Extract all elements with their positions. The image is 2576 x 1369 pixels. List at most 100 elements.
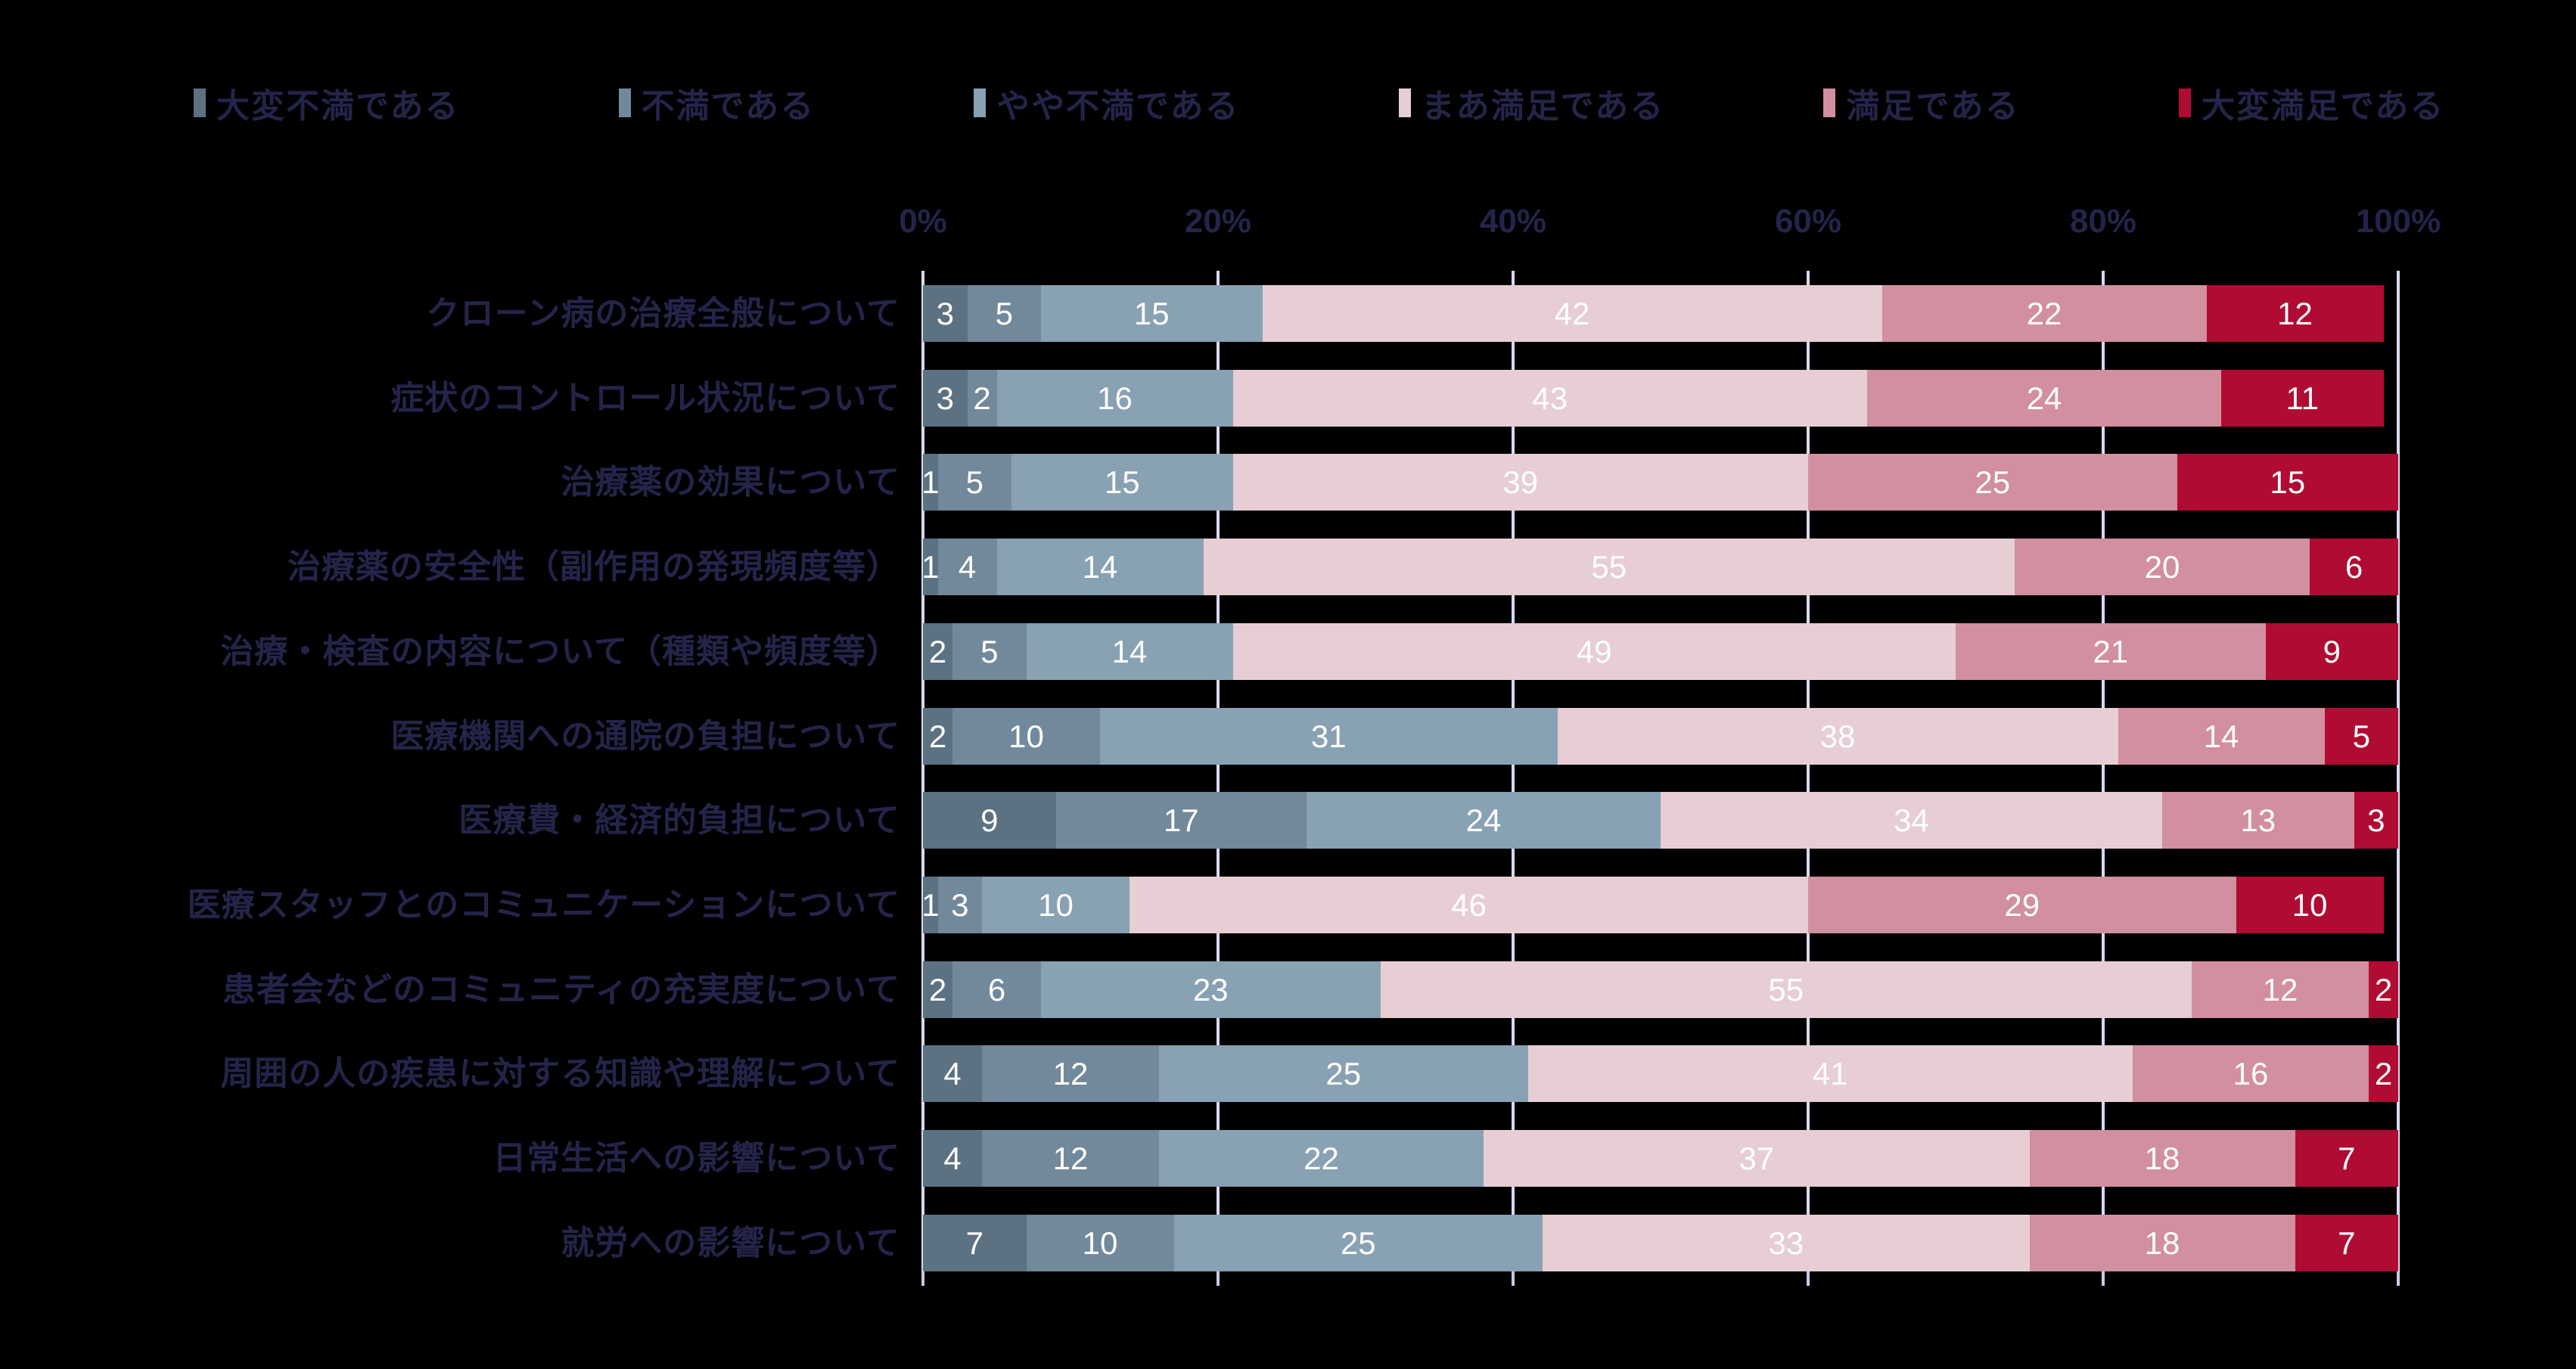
bar-segment: 10 xyxy=(952,707,1100,765)
bar-segment: 10 xyxy=(2236,876,2384,933)
bar-segment: 7 xyxy=(923,1214,1027,1271)
legend-label: やや不満である xyxy=(996,88,1240,125)
x-axis-tick-label: 80% xyxy=(2069,203,2137,240)
bar-segment: 3 xyxy=(2354,792,2398,849)
bar-value-label: 5 xyxy=(980,633,999,669)
x-axis-tick-label: 60% xyxy=(1774,203,1842,240)
bar-value-label: 17 xyxy=(1163,802,1199,839)
bar-segment: 9 xyxy=(923,792,1056,849)
bar-value-label: 10 xyxy=(1082,1225,1118,1261)
bar-value-label: 15 xyxy=(1104,464,1140,501)
bar-value-label: 55 xyxy=(1768,971,1804,1007)
bar-row: 1 5 15 39 25 15 xyxy=(921,454,2398,511)
bar-segment: 1 xyxy=(921,539,940,596)
bar-row: 9 17 24 34 13 3 xyxy=(923,792,2398,849)
gridline xyxy=(2102,271,2105,1272)
bar-segment: 2 xyxy=(923,961,952,1018)
bar-value-label: 12 xyxy=(2262,971,2298,1007)
bar-segment: 55 xyxy=(1203,539,2015,596)
bar-value-label: 15 xyxy=(1133,296,1170,331)
bar-value-label: 33 xyxy=(1768,1225,1804,1261)
bar-segment: 24 xyxy=(1867,369,2221,427)
bar-value-label: 14 xyxy=(1082,549,1118,585)
gridline xyxy=(1807,271,1810,1272)
bar-value-label: 10 xyxy=(2292,886,2328,923)
bar-value-label: 2 xyxy=(2374,971,2393,1007)
bar-value-label: 22 xyxy=(2026,296,2062,331)
bar-value-label: 25 xyxy=(1975,464,2011,501)
bar-value-label: 42 xyxy=(1554,296,1590,331)
bar-value-label: 7 xyxy=(2338,1225,2356,1261)
bar-value-label: 41 xyxy=(1812,1056,1848,1092)
bar-segment: 49 xyxy=(1232,622,1956,680)
bar-segment: 7 xyxy=(2295,1130,2398,1187)
bar-value-label: 24 xyxy=(2026,380,2062,416)
bar-segment: 38 xyxy=(1557,707,2118,765)
bar-segment: 42 xyxy=(1262,285,1882,342)
x-axis-tick-label: 40% xyxy=(1479,203,1547,240)
bar-segment: 3 xyxy=(923,369,968,427)
bar-value-label: 4 xyxy=(943,1141,962,1176)
bar-value-label: 20 xyxy=(2144,549,2180,585)
bar-segment: 6 xyxy=(2310,539,2398,596)
legend-swatch-icon xyxy=(974,88,987,117)
x-axis-tick-label: 20% xyxy=(1184,203,1252,240)
bar-value-label: 7 xyxy=(2338,1141,2356,1176)
bar-value-label: 6 xyxy=(2345,549,2363,585)
bar-segment: 7 xyxy=(2295,1214,2398,1271)
bar-value-label: 55 xyxy=(1591,549,1627,585)
bar-row: 2 6 23 55 12 2 xyxy=(923,961,2398,1018)
bar-segment: 5 xyxy=(952,622,1027,680)
bar-value-label: 12 xyxy=(2277,296,2313,331)
bar-row: 4 12 25 41 16 2 xyxy=(923,1045,2398,1103)
bar-row: 1 4 14 55 20 6 xyxy=(921,539,2398,596)
bar-segment: 37 xyxy=(1484,1130,2030,1187)
bar-value-label: 1 xyxy=(921,886,940,923)
bar-value-label: 12 xyxy=(1052,1056,1089,1092)
bar-value-label: 22 xyxy=(1304,1141,1339,1176)
legend-label: 大変不満である xyxy=(216,88,460,125)
bar-segment: 10 xyxy=(982,876,1130,933)
bar-value-label: 11 xyxy=(2285,380,2320,416)
bar-value-label: 1 xyxy=(921,549,940,585)
bar-segment: 2 xyxy=(923,707,952,765)
bar-value-label: 3 xyxy=(936,296,954,331)
bar-segment: 5 xyxy=(2324,707,2398,765)
axis-tick-mark xyxy=(921,1272,924,1286)
bar-segment: 12 xyxy=(982,1045,1159,1103)
bar-value-label: 31 xyxy=(1310,718,1347,754)
axis-tick-mark xyxy=(1512,1272,1515,1286)
bar-value-label: 2 xyxy=(2374,1056,2393,1092)
bar-value-label: 23 xyxy=(1192,971,1229,1007)
bar-segment: 9 xyxy=(2265,622,2398,680)
category-label: 日常生活への影響について xyxy=(493,1140,900,1177)
category-label: 医療スタッフとのコミュニケーションについて xyxy=(187,886,900,924)
bar-value-label: 25 xyxy=(1325,1056,1362,1092)
bar-row: 7 10 25 33 18 7 xyxy=(923,1214,2398,1271)
bar-value-label: 49 xyxy=(1576,633,1612,669)
gridline xyxy=(2397,271,2400,1272)
legend-item: 満足である xyxy=(1823,79,2020,127)
bar-segment: 33 xyxy=(1543,1214,2030,1271)
bar-segment: 22 xyxy=(1159,1130,1484,1187)
category-label: 就労への影響について xyxy=(561,1224,900,1262)
bar-segment: 4 xyxy=(937,539,997,596)
bar-value-label: 18 xyxy=(2144,1225,2180,1261)
bar-value-label: 16 xyxy=(2233,1056,2269,1092)
bar-segment: 18 xyxy=(2029,1130,2295,1187)
category-label: 治療薬の安全性（副作用の発現頻度等） xyxy=(287,548,900,586)
bar-value-label: 10 xyxy=(1008,718,1044,754)
bar-segment: 12 xyxy=(2206,285,2384,342)
bar-segment: 18 xyxy=(2029,1214,2295,1271)
bar-segment: 1 xyxy=(921,876,940,933)
axis-tick-mark xyxy=(1217,1272,1220,1286)
bar-segment: 46 xyxy=(1130,876,1808,933)
bar-segment: 31 xyxy=(1100,707,1558,765)
category-label: 医療費・経済的負担について xyxy=(458,802,900,840)
bar-segment: 41 xyxy=(1527,1045,2133,1103)
bar-value-label: 24 xyxy=(1465,802,1502,839)
bar-segment: 23 xyxy=(1041,961,1381,1018)
bar-value-label: 29 xyxy=(2004,886,2040,923)
bar-segment: 14 xyxy=(1026,622,1233,680)
